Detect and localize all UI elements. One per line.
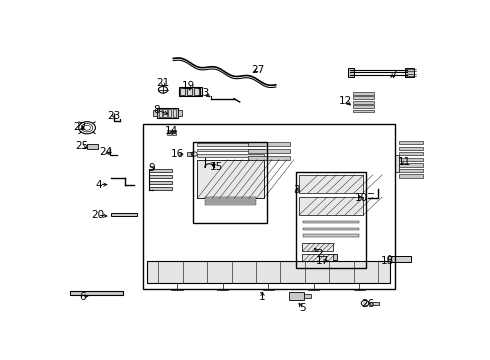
Bar (353, 105, 374, 108)
Text: 3: 3 (294, 185, 300, 195)
Bar (149, 175, 172, 178)
Bar (197, 154, 264, 157)
Bar (289, 292, 304, 301)
Bar (248, 149, 290, 153)
Text: 7: 7 (390, 70, 397, 80)
Text: 1: 1 (259, 292, 266, 302)
Text: 15: 15 (210, 162, 223, 172)
Bar (194, 141, 268, 223)
Bar (348, 68, 354, 77)
Text: 16: 16 (171, 149, 184, 159)
Text: 22: 22 (73, 122, 86, 132)
Bar (143, 123, 395, 288)
Bar (149, 169, 172, 172)
Bar (302, 255, 333, 262)
Text: 24: 24 (99, 147, 113, 157)
Bar (302, 243, 333, 251)
Bar (219, 162, 226, 166)
Bar (205, 197, 256, 199)
Bar (399, 152, 423, 156)
Bar (180, 88, 185, 95)
Bar (353, 101, 374, 104)
Text: 26: 26 (362, 299, 375, 309)
Bar (399, 158, 423, 161)
Bar (187, 88, 192, 95)
Bar (168, 109, 172, 117)
Bar (353, 96, 374, 99)
Text: 20: 20 (91, 210, 104, 220)
Bar (248, 156, 290, 159)
Bar (153, 110, 157, 116)
Text: 9: 9 (148, 163, 154, 173)
Bar (370, 302, 379, 305)
Text: 17: 17 (316, 256, 329, 266)
Bar (179, 87, 202, 96)
Text: 2: 2 (316, 249, 323, 259)
Bar (167, 130, 171, 132)
Text: 12: 12 (339, 96, 352, 107)
Bar (87, 144, 98, 149)
Bar (353, 92, 374, 95)
Bar (296, 172, 366, 268)
Text: 4: 4 (96, 180, 102, 190)
Text: 19: 19 (182, 81, 195, 91)
Bar (299, 197, 363, 215)
Bar (197, 159, 264, 198)
Bar (172, 133, 176, 135)
Bar (248, 143, 290, 146)
Bar (205, 203, 256, 204)
Bar (405, 68, 415, 77)
Text: 13: 13 (197, 88, 210, 98)
Bar (167, 133, 171, 135)
Bar (163, 109, 167, 117)
Bar (205, 200, 256, 202)
Bar (390, 256, 411, 262)
Circle shape (363, 302, 368, 305)
Text: 5: 5 (299, 303, 306, 313)
Bar (303, 228, 359, 230)
Bar (399, 174, 423, 177)
Bar (194, 88, 199, 95)
Bar (178, 110, 182, 116)
Text: 14: 14 (165, 126, 178, 135)
Bar (399, 141, 423, 144)
Bar (327, 254, 337, 260)
Text: 11: 11 (398, 157, 412, 167)
Text: 6: 6 (79, 292, 85, 302)
Bar (394, 156, 399, 172)
Bar (159, 109, 162, 117)
Bar (399, 163, 423, 167)
Bar (197, 143, 264, 146)
Text: 18: 18 (380, 256, 393, 266)
Text: 23: 23 (107, 111, 120, 121)
Ellipse shape (388, 256, 392, 262)
Bar (353, 110, 374, 112)
Bar (187, 152, 192, 156)
Text: 21: 21 (156, 77, 170, 87)
Bar (172, 109, 176, 117)
Bar (303, 221, 359, 223)
Text: 25: 25 (75, 141, 89, 151)
Bar (303, 234, 359, 237)
Text: 10: 10 (355, 193, 368, 203)
Bar (399, 147, 423, 150)
Bar (149, 181, 172, 184)
Bar (149, 187, 172, 190)
Bar (304, 294, 311, 298)
Text: 8: 8 (153, 105, 160, 115)
Bar (70, 291, 123, 296)
Bar (172, 130, 176, 132)
Bar (399, 169, 423, 172)
Bar (197, 149, 264, 151)
Bar (147, 261, 390, 283)
Bar (157, 108, 178, 118)
Bar (299, 175, 363, 193)
Bar (111, 212, 137, 216)
Text: 27: 27 (251, 64, 265, 75)
